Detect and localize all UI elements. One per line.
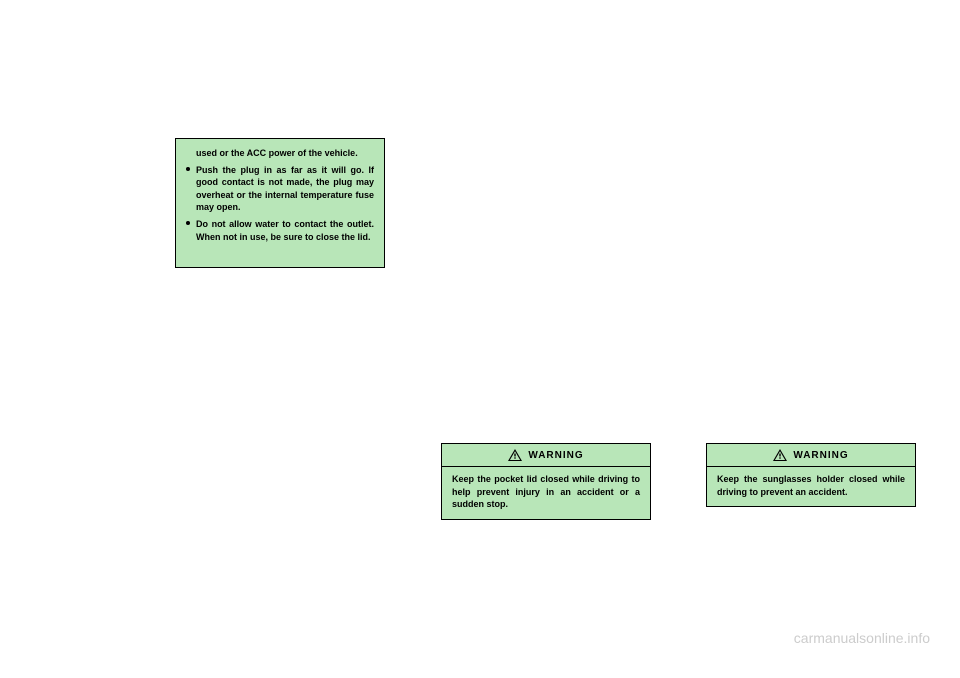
warning-header: WARNING [707, 444, 915, 467]
warning-triangle-icon [773, 449, 787, 461]
bullet-icon [186, 167, 190, 171]
caution-bullet-text: Do not allow water to contact the outlet… [196, 218, 374, 243]
caution-bullet-item: Do not allow water to contact the outlet… [186, 218, 374, 243]
warning-body-text: Keep the pocket lid closed while driving… [442, 467, 650, 519]
caution-bullet-item: Push the plug in as far as it will go. I… [186, 164, 374, 214]
warning-label: WARNING [528, 450, 583, 461]
warning-box-pocket-lid: WARNING Keep the pocket lid closed while… [441, 443, 651, 520]
warning-triangle-icon [508, 449, 522, 461]
warning-body-text: Keep the sunglasses holder closed while … [707, 467, 915, 506]
watermark-text: carmanualsonline.info [794, 630, 930, 646]
bullet-icon [186, 221, 190, 225]
caution-box: used or the ACC power of the vehicle. Pu… [175, 138, 385, 268]
caution-bullet-text: Push the plug in as far as it will go. I… [196, 164, 374, 214]
warning-label: WARNING [793, 450, 848, 461]
warning-header: WARNING [442, 444, 650, 467]
caution-line-continued: used or the ACC power of the vehicle. [186, 147, 374, 160]
warning-box-sunglasses: WARNING Keep the sunglasses holder close… [706, 443, 916, 507]
manual-page: used or the ACC power of the vehicle. Pu… [0, 0, 960, 678]
